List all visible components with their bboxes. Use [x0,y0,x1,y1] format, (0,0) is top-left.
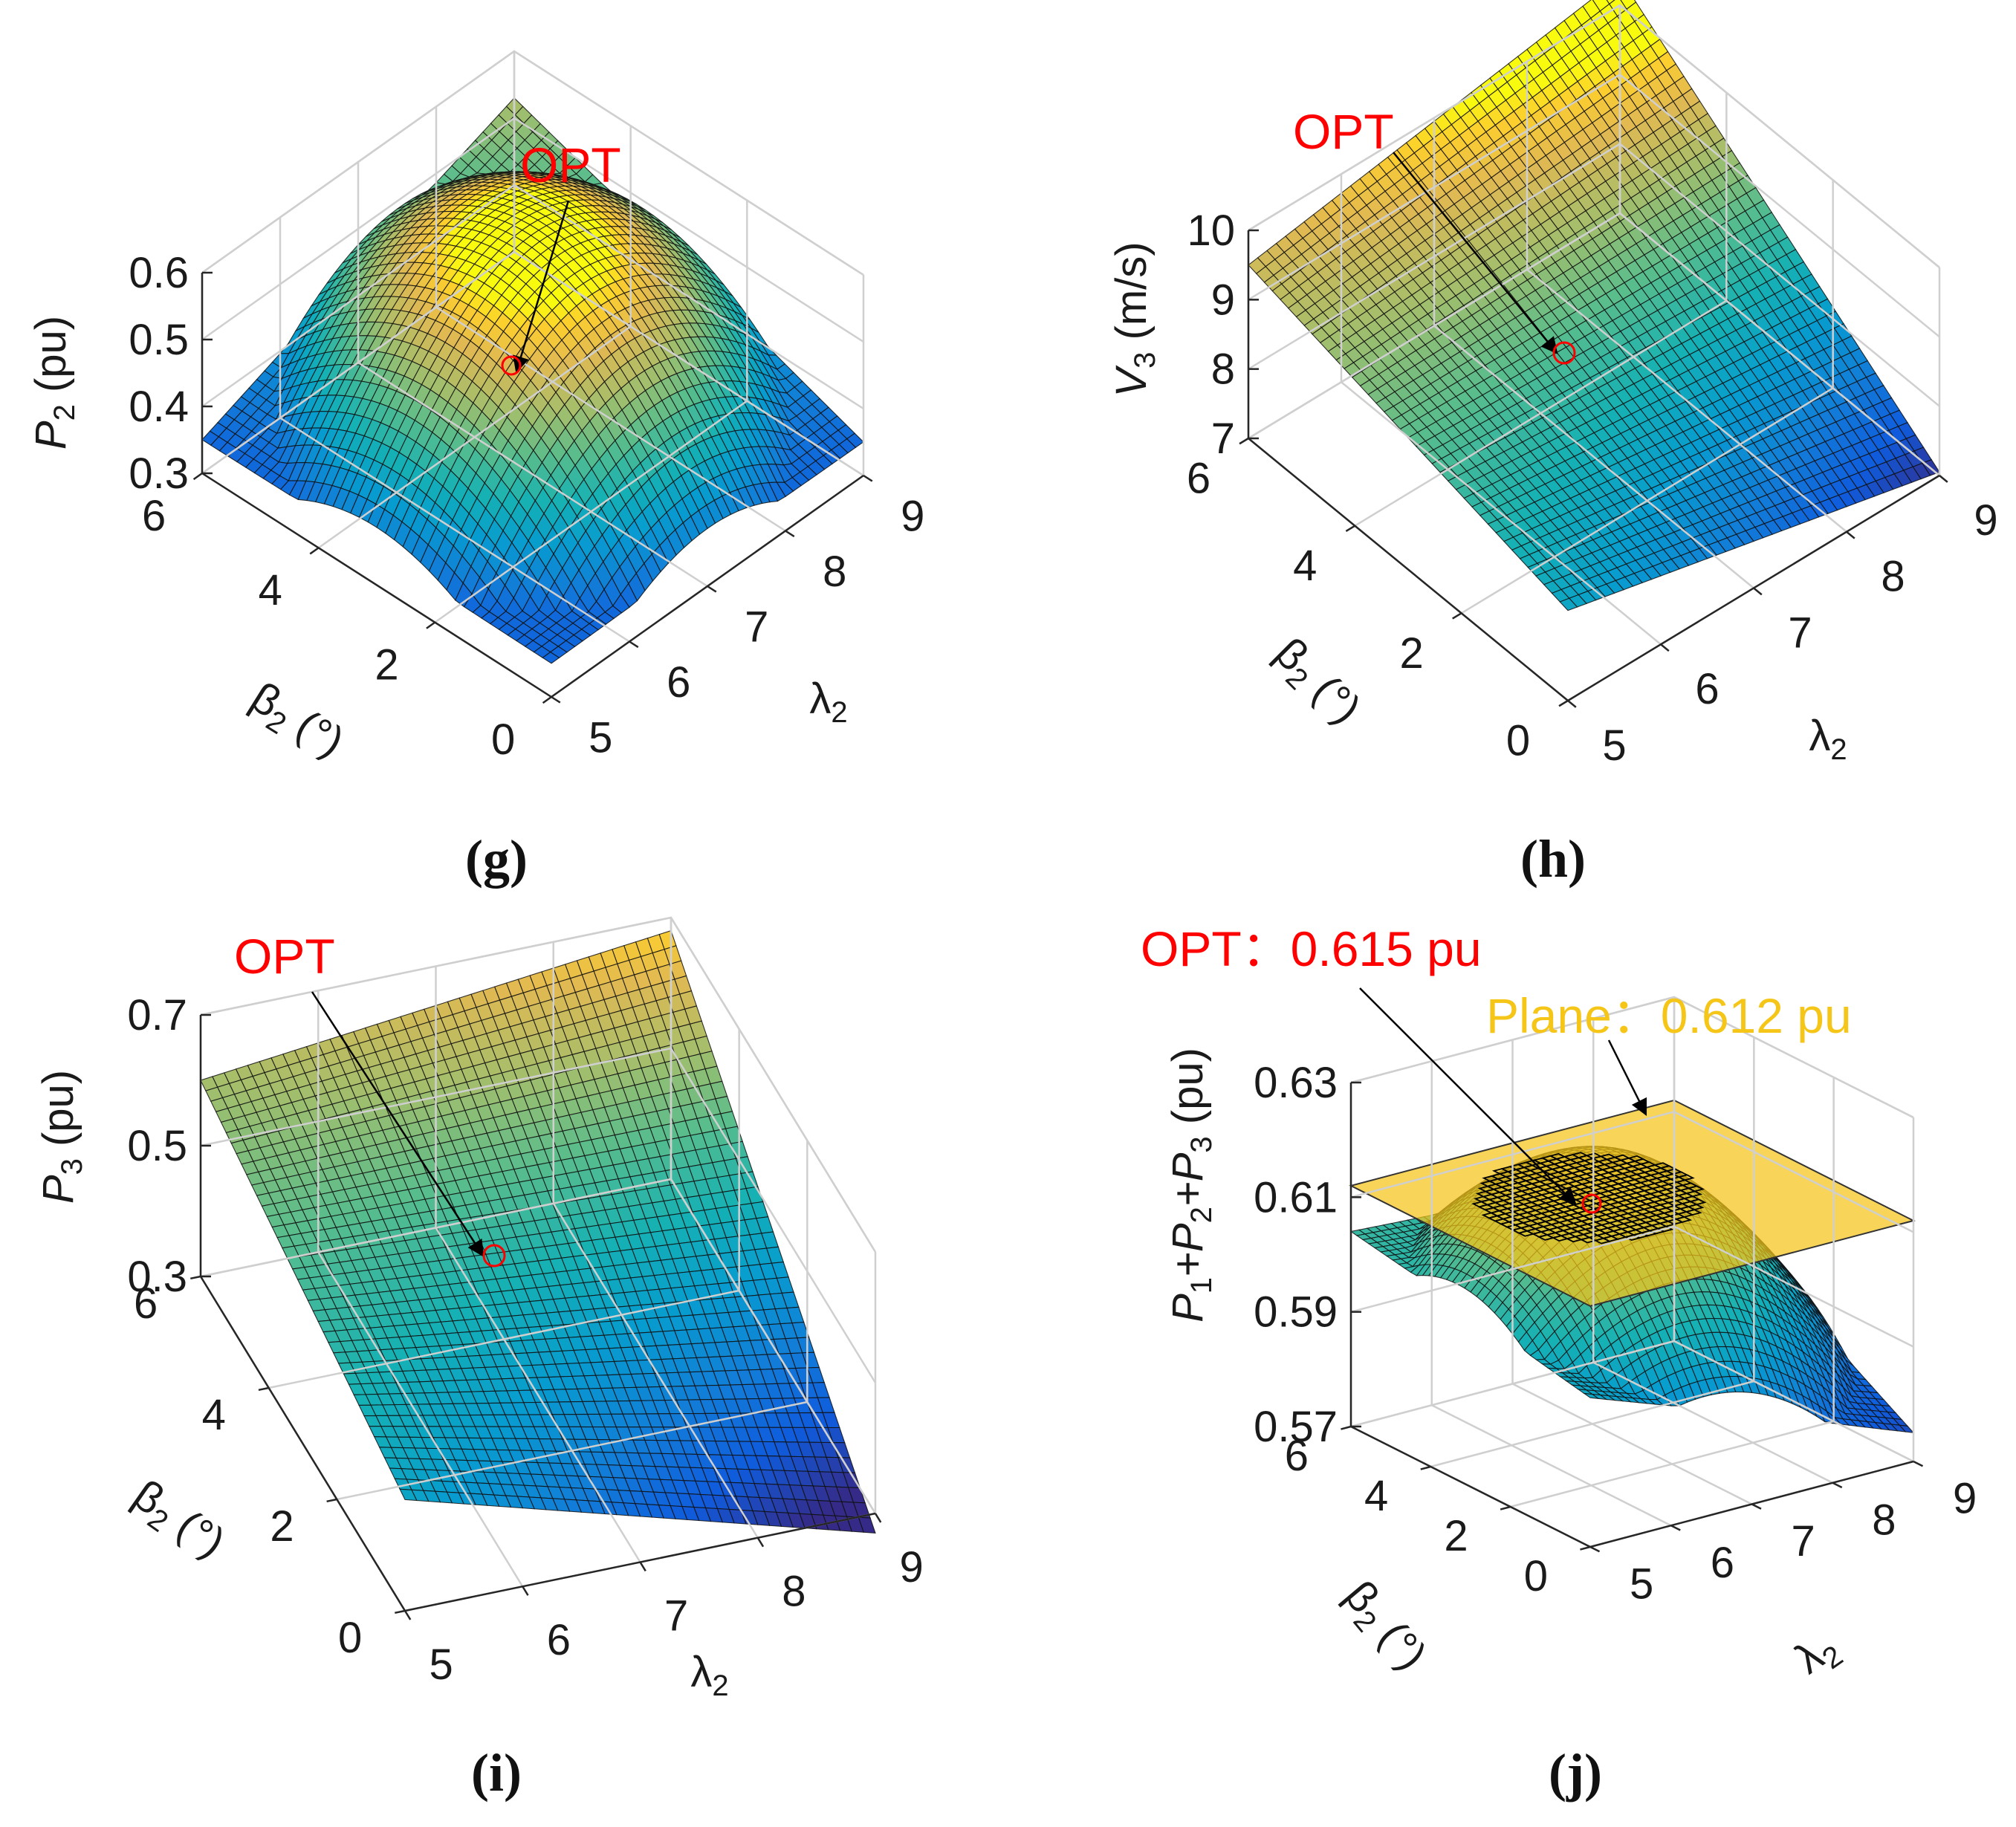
lambda-tick-label: 8 [782,1568,806,1616]
lambda-tick-label: 6 [667,658,690,707]
beta-tick-label: 4 [1293,542,1317,590]
lambda-tick [639,1561,646,1572]
lambda-tick [1939,475,1948,483]
z-tick-label: 8 [1211,345,1235,394]
lambda-tick-label: 9 [900,1543,924,1591]
surface-cell [542,651,560,664]
beta-tick [192,472,203,481]
beta-tick [309,547,320,555]
beta-axis-line [201,472,552,698]
beta-tick [1452,612,1462,620]
lambda-tick-label: 5 [589,714,612,762]
z-tick-label: 0.3 [127,1253,187,1301]
beta-tick [426,621,436,629]
wall-grid-z [201,184,864,410]
beta-tick [395,1609,406,1615]
lambda-tick-label: 5 [1602,721,1626,770]
lambda-tick-label: 5 [430,1641,453,1689]
xaxis-label-h: β2 (°) [1262,629,1370,737]
wall-grid-z [201,250,864,477]
z-tick-label: 0.5 [129,316,189,364]
lambda-tick-label: 7 [745,603,768,652]
box-top-edge [201,50,864,276]
lambda-tick [522,1586,529,1596]
lambda-tick [863,474,873,482]
lambda-tick [403,1610,412,1620]
xaxis-label-i: β2 (°) [121,1470,233,1571]
beta-tick-label: 2 [1399,629,1423,678]
wall-grid-z [201,117,864,343]
beta-tick-label: 6 [1187,455,1210,503]
beta-tick-label: 0 [491,715,515,764]
caption-g: (g) [465,829,528,889]
yaxis-label-h: λ2 [1809,712,1847,766]
z-tick-label: 9 [1211,276,1235,324]
z-tick-label: 0.3 [129,450,189,498]
lambda-tick [1846,530,1855,539]
lambda-tick-label: 8 [823,548,846,596]
beta-tick [1558,699,1569,707]
z-tick-label: 10 [1187,207,1235,255]
lambda-tick [785,530,795,538]
lambda-tick [1567,700,1577,708]
lambda-tick-label: 7 [1788,609,1812,657]
opt-label-h: OPT [1293,104,1394,159]
z-tick-label: 0.5 [127,1122,187,1170]
z-tick-label: 0.6 [129,249,189,297]
beta-tick [326,1498,337,1503]
lambda-tick-label: 9 [1974,496,1997,545]
axes-g: 0 2 4 6 5 6 7 8 9 0.3 0.4 0.5 0.6 [129,50,924,764]
lambda-tick [1660,643,1670,652]
zaxis-label-g: P2 (pu) [27,316,81,450]
caption-h: (h) [1520,829,1586,889]
floor-grid-lambda [435,306,786,532]
lambda-tick-label: 8 [1881,553,1905,601]
surface-mesh-g [201,97,864,664]
beta-tick-label: 0 [338,1614,362,1662]
z-tick-label: 7 [1211,415,1235,463]
opt-label-g: OPT [520,137,621,192]
xaxis-label-g: β2 (°) [239,673,352,772]
floor-grid-lambda [357,361,708,588]
beta-tick [542,695,552,704]
beta-tick-label: 4 [202,1391,226,1439]
beta-tick-label: 2 [375,640,398,689]
lambda-tick-label: 6 [547,1616,571,1664]
zaxis-label-h: V3 (m/s) [1107,241,1161,397]
floor-grid-lambda [279,417,630,643]
beta-tick [258,1386,269,1392]
z-tick-label: 0.4 [129,383,189,431]
lambda-tick-label: 7 [664,1591,688,1640]
beta-tick [190,1275,201,1280]
beta-tick [1345,525,1355,532]
beta-tick-label: 6 [142,492,166,540]
lambda-tick [707,585,717,593]
beta-tick-label: 0 [1506,717,1530,765]
z-tick-label: 0.7 [127,991,187,1039]
opt-arrow-g [513,200,570,374]
lambda-tick [629,640,639,649]
zaxis-label-i: P3 (pu) [34,1070,88,1204]
beta-tick-label: 4 [259,566,282,614]
caption-i: (i) [471,1743,522,1802]
beta-tick-label: 2 [270,1502,294,1551]
yaxis-label-i: λ2 [690,1648,728,1702]
lambda-tick [874,1513,882,1523]
lambda-tick [551,695,561,704]
beta-tick [1239,437,1249,445]
opt-marker-g [501,355,522,376]
lambda-tick-label: 9 [901,493,924,541]
yaxis-label-g: λ2 [809,675,847,729]
opt-label-i: OPT [234,929,335,984]
lambda-tick [1753,587,1763,596]
lambda-tick [756,1537,765,1548]
lambda-tick-label: 6 [1695,665,1719,713]
